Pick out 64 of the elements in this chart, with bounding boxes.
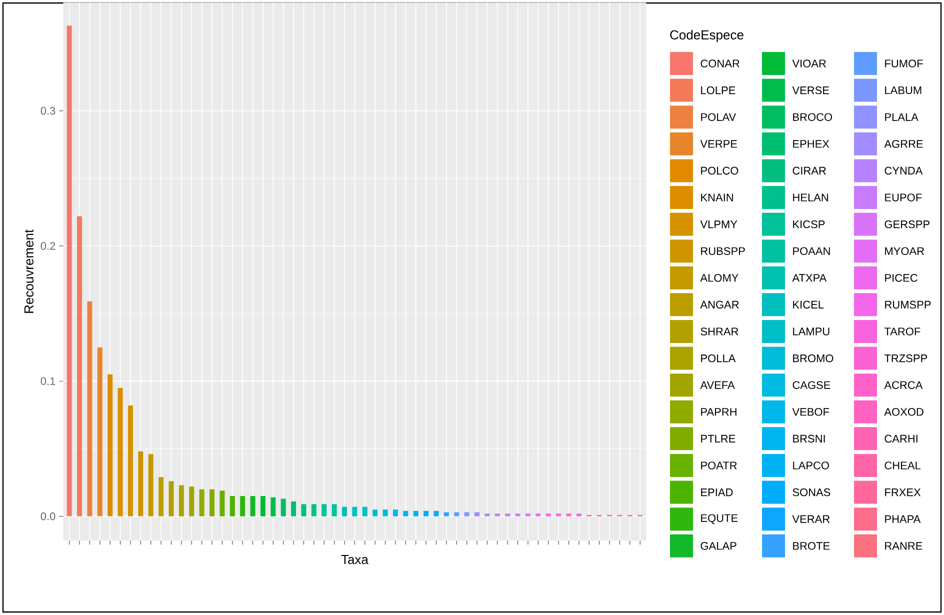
legend-label: PAPRH	[701, 408, 736, 416]
legend-label: ANGAR	[700, 300, 739, 309]
legend-label: CYNDA	[884, 166, 923, 175]
legend-label: LAMPU	[793, 328, 830, 336]
legend-label: PICEC	[885, 274, 918, 282]
legend-label: LABUM	[885, 86, 922, 94]
legend-label: KICEL	[793, 300, 824, 309]
legend-label: RANRE	[885, 542, 922, 550]
legend-label: VERPE	[700, 140, 738, 148]
legend-label: PTLRE	[701, 434, 736, 442]
legend-label: SHRAR	[700, 328, 738, 336]
legend-label: ATXPA	[792, 274, 827, 282]
legend-label: CAGSE	[792, 381, 830, 389]
legend-label: AVEFA	[700, 381, 735, 389]
y-tick-label: 0.2	[40, 242, 56, 250]
legend-label: POLLA	[701, 354, 736, 362]
legend-label: MYOAR	[885, 247, 924, 255]
legend-label: BROMO	[793, 354, 834, 362]
legend-label: AGRRE	[884, 140, 923, 148]
legend-label: PLALA	[885, 113, 918, 121]
y-axis-title: Recouvrement	[24, 229, 34, 313]
legend-label: TAROF	[884, 328, 920, 336]
legend-label: LAPCO	[793, 462, 829, 470]
legend-label: POLAV	[701, 113, 736, 121]
legend-label: KNAIN	[701, 194, 733, 202]
legend-label: PHAPA	[885, 515, 921, 523]
y-tick-label: 0.0	[40, 512, 56, 520]
legend-title: CodeEspece	[670, 30, 744, 42]
y-tick-label: 0.1	[40, 377, 56, 386]
legend-label: HELAN	[793, 194, 828, 202]
legend-label: VIOAR	[792, 60, 826, 68]
legend-label: BROCO	[793, 113, 832, 121]
legend-label: CHEAL	[884, 462, 921, 470]
legend-label: POLCO	[701, 166, 738, 175]
legend-label: POATR	[701, 462, 737, 470]
legend-label: FRXEX	[885, 488, 921, 496]
legend-label: BRSNI	[793, 434, 825, 443]
legend-label: VERSE	[792, 86, 830, 94]
legend-label: BROTE	[793, 542, 830, 550]
x-axis-title: Taxa	[341, 555, 368, 564]
legend-label: CONAR	[700, 60, 740, 68]
legend-label: CARHI	[884, 434, 918, 443]
legend-label: EUPOF	[885, 194, 922, 202]
legend-label: VERAR	[792, 515, 830, 523]
legend-label: GERSPP	[884, 220, 930, 228]
legend-label: LOLPE	[701, 86, 736, 94]
legend-label: GALAP	[700, 542, 736, 550]
legend-label: CIRAR	[792, 166, 826, 175]
legend-label: TRZSPP	[884, 354, 928, 362]
legend-label: VEBOF	[792, 408, 830, 416]
legend-label: EPHEX	[793, 140, 830, 148]
legend-label: ALOMY	[700, 274, 738, 282]
legend-label: FUMOF	[885, 60, 923, 68]
legend-label: KICSP	[793, 220, 825, 228]
legend-label: RUBSPP	[701, 247, 745, 255]
legend-label: AOXOD	[884, 408, 924, 416]
legend-label: RUMSPP	[885, 300, 931, 309]
y-tick-label: 0.3	[40, 106, 56, 115]
legend-label: EQUTE	[701, 514, 738, 524]
legend-label: POAAN	[793, 247, 830, 255]
legend-label: EPIAD	[701, 488, 733, 496]
legend-label: VLPMY	[700, 220, 738, 228]
legend-label: ACRCA	[884, 381, 923, 389]
legend-label: SONAS	[792, 488, 830, 496]
